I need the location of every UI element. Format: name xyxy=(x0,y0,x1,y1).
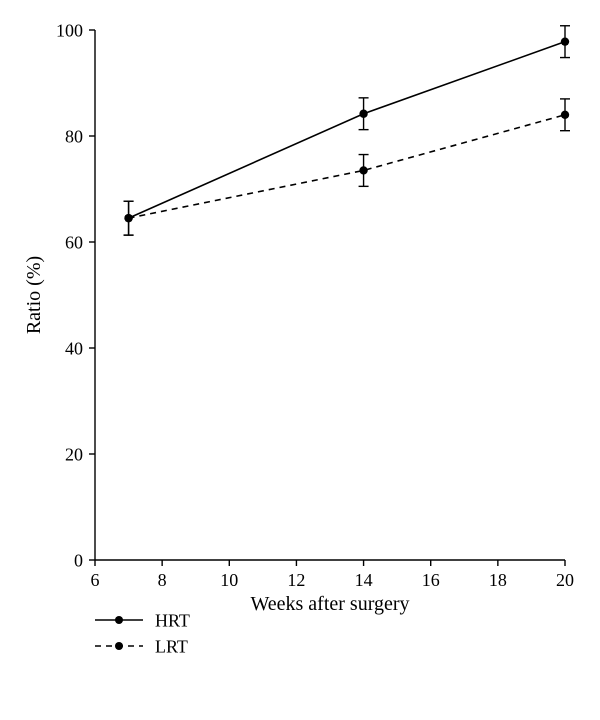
x-tick-label: 20 xyxy=(556,570,574,590)
marker-lrt xyxy=(561,111,569,119)
legend-marker-lrt xyxy=(115,642,123,650)
x-tick-label: 10 xyxy=(220,570,238,590)
marker-lrt xyxy=(359,166,367,174)
series-line-hrt xyxy=(129,42,565,218)
x-tick-label: 18 xyxy=(489,570,507,590)
y-tick-label: 0 xyxy=(74,550,83,570)
chart-container: 6 8 10 12 14 16 18 20 Weeks after surgery 0 20 40 60… xyxy=(0,0,600,720)
legend-label-hrt: HRT xyxy=(155,610,190,630)
y-tick-label: 60 xyxy=(65,232,83,252)
line-chart: 6 8 10 12 14 16 18 20 Weeks after surgery 0 20 40 60… xyxy=(0,0,600,720)
x-axis-label: Weeks after surgery xyxy=(250,593,409,615)
x-tick-label: 14 xyxy=(355,570,373,590)
x-tick-label: 8 xyxy=(158,570,167,590)
x-tick-label: 16 xyxy=(422,570,440,590)
y-tick-label: 80 xyxy=(65,126,83,146)
marker-hrt xyxy=(359,110,367,118)
marker-lrt xyxy=(124,214,132,222)
legend-marker-hrt xyxy=(115,616,123,624)
x-tick-label: 6 xyxy=(91,570,100,590)
y-axis-label: Ratio (%) xyxy=(23,256,45,334)
marker-hrt xyxy=(561,37,569,45)
y-tick-label: 100 xyxy=(56,20,83,40)
y-tick-label: 40 xyxy=(65,338,83,358)
series-line-lrt xyxy=(129,115,565,218)
x-tick-label: 12 xyxy=(287,570,305,590)
legend-label-lrt: LRT xyxy=(155,636,188,656)
y-tick-label: 20 xyxy=(65,444,83,464)
